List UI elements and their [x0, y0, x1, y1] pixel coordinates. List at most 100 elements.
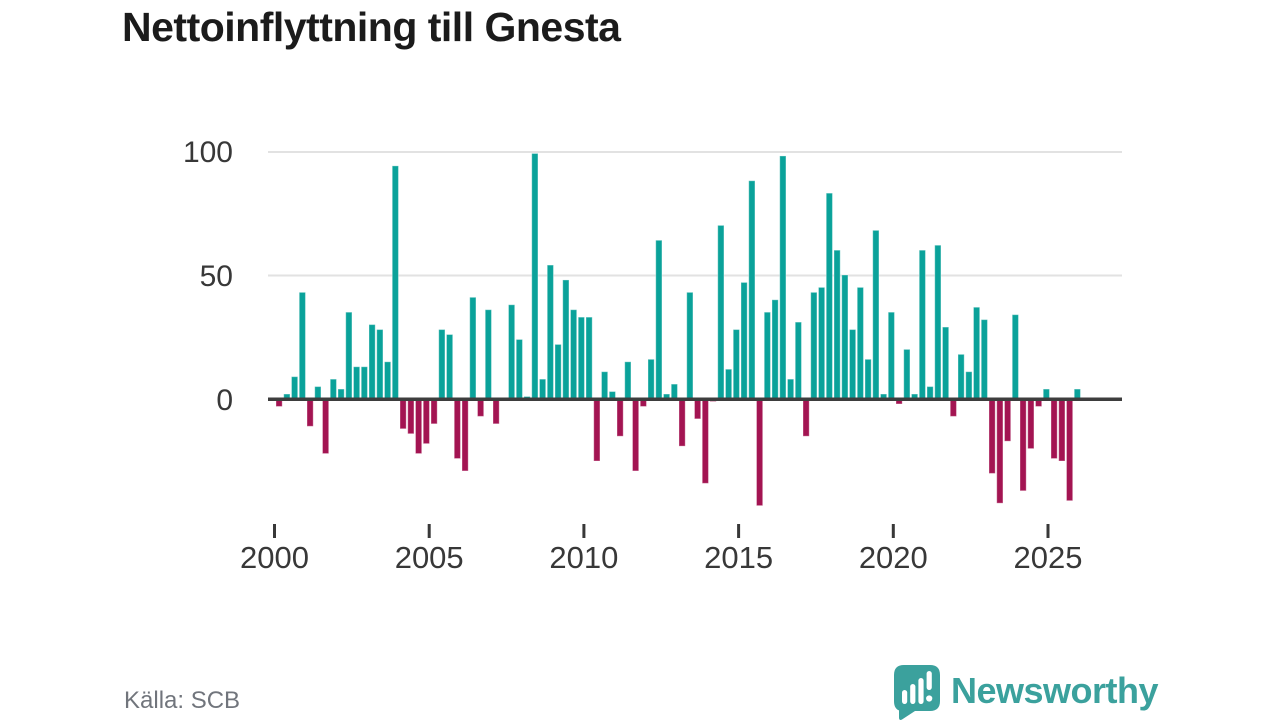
bar-2009-q3 [570, 309, 578, 400]
logo-bar-small [901, 690, 908, 704]
bar-2006-q4 [484, 309, 492, 400]
bar-2017-q2 [810, 291, 818, 400]
y-tick-label-100: 100 [183, 136, 233, 169]
bar-2017-q4 [825, 192, 833, 400]
logo-exclamation-bar [926, 671, 932, 690]
speech-bubble [893, 665, 940, 720]
bar-2019-q4 [887, 311, 895, 400]
logo-bar-large [918, 678, 924, 704]
x-tick-label-2010: 2010 [549, 540, 618, 575]
bar-2025-q3 [1066, 398, 1074, 502]
bar-2004-q4 [422, 398, 430, 445]
bar-2023-q4 [1011, 314, 1019, 400]
bar-2015-q4 [763, 311, 771, 400]
bar-2013-q2 [686, 291, 694, 400]
bar-2004-q1 [399, 398, 407, 430]
bar-2022-q3 [973, 306, 981, 400]
bar-2001-q1 [306, 398, 314, 427]
bar-2002-q4 [360, 366, 368, 400]
bar-2003-q2 [376, 329, 384, 400]
bar-2021-q1 [926, 386, 934, 400]
bar-2005-q1 [430, 398, 438, 425]
bar-2003-q3 [384, 361, 392, 400]
bar-2002-q3 [353, 366, 361, 400]
y-tick-label-0: 0 [216, 384, 233, 417]
bar-2014-q2 [717, 224, 725, 400]
x-tick-label-2020: 2020 [859, 540, 928, 575]
bar-2008-q2 [531, 152, 539, 400]
x-tick-marks [273, 524, 1050, 538]
bar-2020-q2 [903, 348, 911, 400]
bar-2008-q3 [539, 378, 547, 400]
bar-2006-q1 [461, 398, 469, 472]
bar-2011-q2 [624, 361, 632, 400]
x-tick-label-2025: 2025 [1014, 540, 1083, 575]
bar-2015-q2 [748, 180, 756, 400]
bar-2007-q3 [508, 304, 516, 400]
bar-2018-q4 [856, 286, 864, 400]
y-tick-label-50: 50 [200, 260, 233, 293]
logo-exclamation-dot [926, 695, 933, 702]
bar-2005-q4 [453, 398, 461, 460]
bar-2008-q4 [546, 264, 554, 400]
bar-2011-q1 [616, 398, 624, 437]
bar-2017-q3 [818, 286, 826, 400]
bar-2010-q1 [585, 316, 593, 400]
bar-2021-q2 [934, 244, 942, 400]
newsworthy-branding: Newsworthy [891, 662, 1159, 720]
bar-2001-q4 [329, 378, 337, 400]
bar-2015-q3 [756, 398, 764, 507]
bar-2023-q3 [1004, 398, 1012, 442]
bar-2022-q1 [957, 353, 965, 400]
bar-2018-q2 [841, 274, 849, 400]
bar-2002-q2 [345, 311, 353, 400]
bar-2007-q1 [492, 398, 500, 425]
x-tick-2015 [737, 524, 741, 538]
x-tick-label-2000: 2000 [240, 540, 309, 575]
x-tick-label-2005: 2005 [395, 540, 464, 575]
bar-2012-q2 [655, 239, 663, 400]
x-tick-label-2015: 2015 [704, 540, 773, 575]
bar-2013-q4 [701, 398, 709, 484]
bar-2014-q4 [732, 329, 740, 400]
bar-2019-q1 [864, 358, 872, 400]
bar-2000-q3 [291, 376, 299, 400]
x-tick-2010 [582, 524, 586, 538]
bar-2003-q1 [368, 324, 376, 400]
bar-2020-q4 [918, 249, 926, 400]
bar-2025-q1 [1050, 398, 1058, 460]
bar-2024-q1 [1019, 398, 1027, 492]
bar-2004-q3 [415, 398, 423, 455]
bar-2022-q2 [965, 371, 973, 400]
bar-2016-q3 [787, 378, 795, 400]
bar-2005-q2 [438, 329, 446, 400]
bar-2001-q2 [314, 386, 322, 400]
x-tick-2000 [273, 524, 276, 538]
bar-2023-q2 [996, 398, 1004, 504]
x-tick-2005 [427, 524, 431, 538]
bar-2016-q1 [771, 299, 779, 400]
x-tick-2025 [1046, 524, 1050, 538]
bar-2014-q3 [725, 368, 733, 400]
bar-2009-q2 [562, 279, 570, 400]
bar-2021-q4 [949, 398, 957, 417]
logo-bar-medium [910, 684, 916, 704]
newsworthy-logo-icon [893, 665, 940, 720]
newsworthy-wordmark: Newsworthy [950, 670, 1159, 711]
chart-title: Nettoinflyttning till Gnesta [122, 4, 621, 50]
bar-2023-q1 [988, 398, 996, 474]
bar-2003-q4 [391, 165, 399, 400]
bar-2022-q4 [980, 319, 988, 400]
bar-2010-q2 [593, 398, 601, 462]
x-tick-2020 [891, 524, 895, 538]
bar-2004-q2 [407, 398, 415, 435]
bar-2009-q4 [577, 316, 585, 400]
bar-series [275, 152, 1081, 507]
bar-2009-q1 [554, 343, 562, 400]
bar-2007-q4 [515, 338, 523, 400]
bar-2016-q2 [779, 155, 787, 400]
bar-2011-q3 [632, 398, 640, 472]
bar-2024-q2 [1027, 398, 1035, 450]
